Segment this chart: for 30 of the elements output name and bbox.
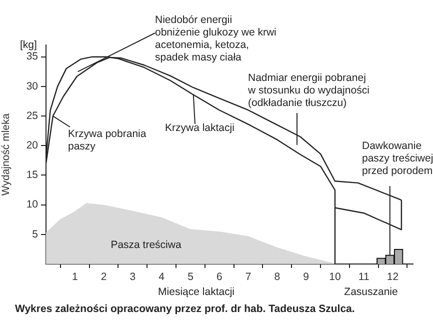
y-tick-label: 5 — [32, 228, 38, 240]
y-tick-label: 10 — [26, 198, 38, 211]
x-tick-label: 11 — [358, 271, 370, 284]
annotation: Nadmiar energii pobranej w stosunku do wydajności (odkładanie tłuszczu) — [247, 72, 370, 109]
x-tick-label: 5 — [188, 271, 194, 284]
y-axis-title: Wydajność mleka — [0, 113, 12, 196]
x-tick-label: 4 — [158, 271, 165, 284]
y-tick-label: 35 — [26, 50, 38, 63]
x-tick-label: 9 — [303, 271, 310, 284]
x-tick-label: 6 — [216, 271, 222, 284]
annotation: Niedobór energii obniżenie glukozy we krwi acetonemia, ketoza, spadek masy ciała — [155, 14, 276, 64]
x-tick-label: 2 — [100, 271, 107, 284]
x-tick-label: 7 — [245, 271, 252, 284]
y-tick-label: 15 — [26, 169, 38, 182]
text: Zasuszanie — [344, 286, 398, 298]
text: [kg] — [20, 38, 38, 51]
series-label: Pasza treściwa — [110, 238, 182, 251]
text: Wykres zależności opracowany przez prof. dr hab. Tadeusza Szulca. — [15, 302, 355, 315]
x-tick-label: 3 — [130, 271, 136, 284]
x-tick-label: 1 — [72, 271, 78, 284]
x-tick-label: 10 — [329, 271, 341, 284]
y-tick-label: 30 — [26, 80, 38, 92]
annotation: Dawkowanie paszy treściwej przed porodem — [362, 140, 433, 177]
series-label: Krzywa laktacji — [165, 122, 234, 134]
x-tick-label: 12 — [386, 271, 399, 284]
annotation: Krzywa pobrania paszy — [68, 128, 146, 152]
x-tick-label: 8 — [274, 271, 280, 284]
y-tick-label: 20 — [26, 140, 38, 152]
x-axis-title: Miesiące laktacji — [158, 286, 234, 298]
y-tick-label: 25 — [26, 110, 38, 122]
